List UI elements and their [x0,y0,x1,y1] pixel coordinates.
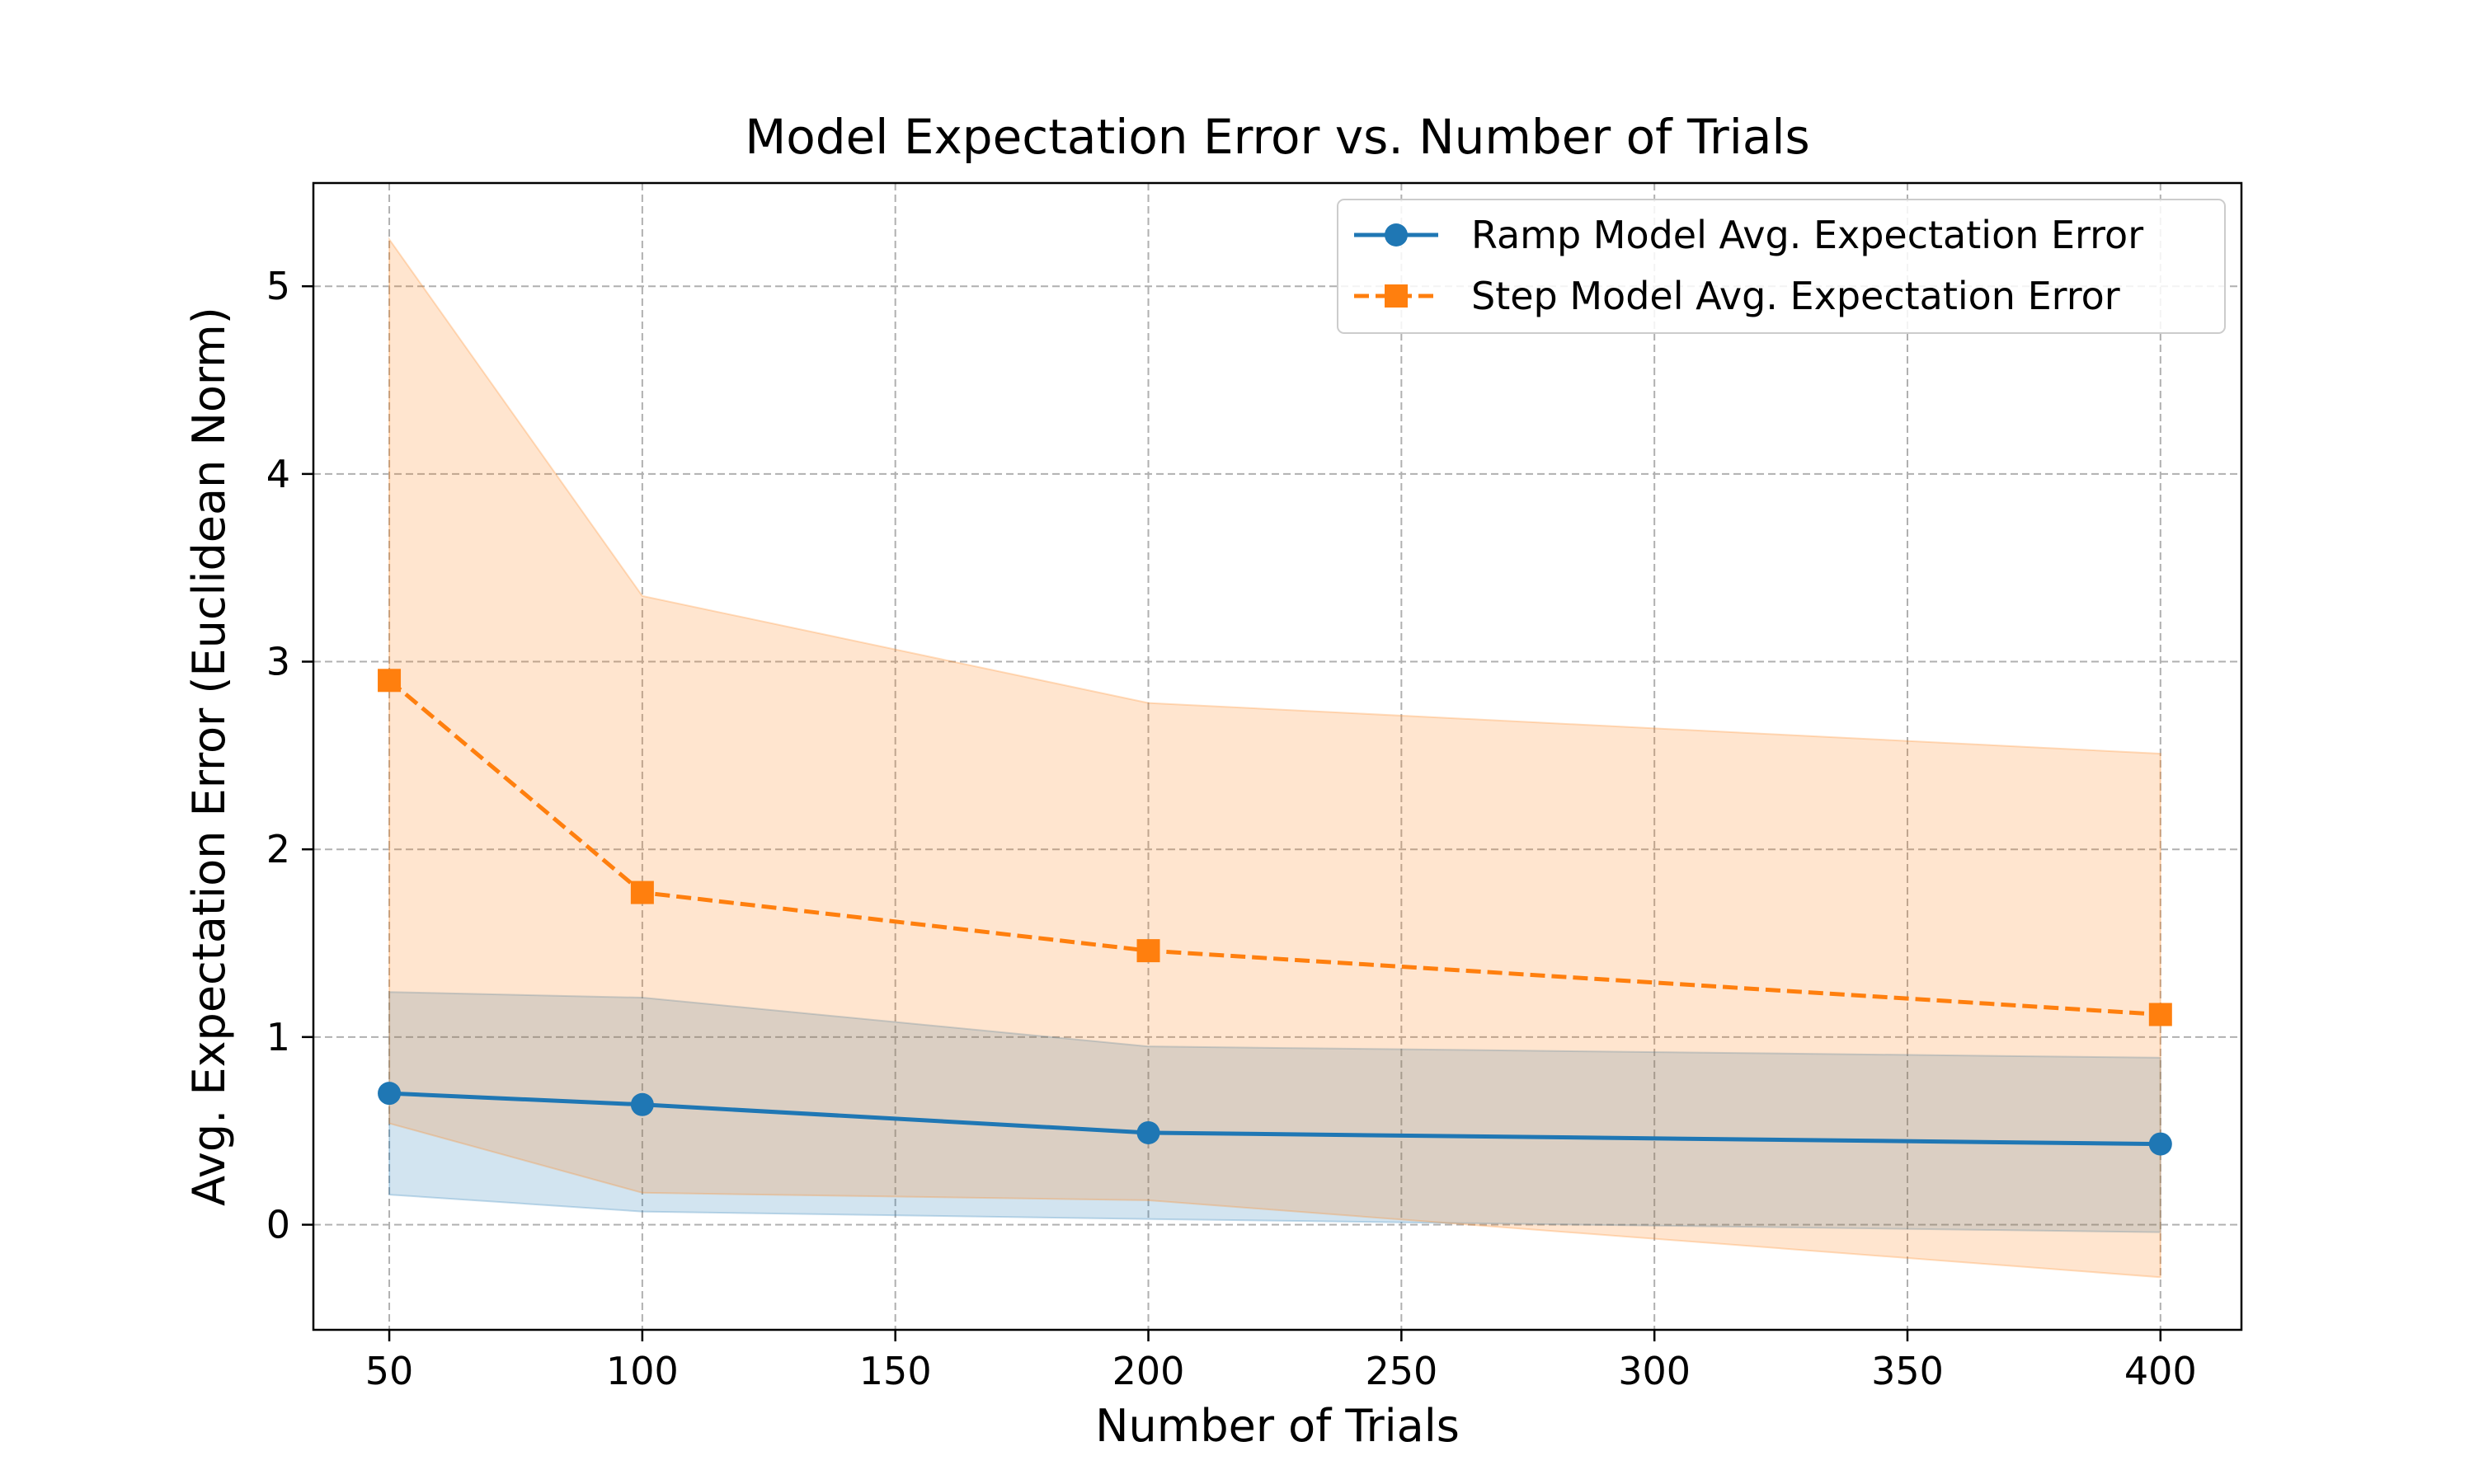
legend-label-series-1: Ramp Model Avg. Expectation Error [1471,213,2143,257]
marker-series-1 [630,1092,654,1116]
x-tick-label: 100 [606,1349,679,1393]
x-tick-label: 250 [1365,1349,1437,1393]
marker-series-2 [630,881,654,904]
marker-series-2 [378,669,402,693]
marker-series-2 [2148,1003,2172,1026]
chart-title: Model Expectation Error vs. Number of Tr… [745,109,1810,165]
marker-series-1 [2148,1132,2172,1156]
y-tick-label: 3 [266,640,290,684]
x-tick-label: 150 [859,1349,932,1393]
x-axis-label: Number of Trials [1095,1400,1460,1452]
y-axis-label: Avg. Expectation Error (Euclidean Norm) [183,307,235,1206]
legend-box [1337,199,2226,334]
x-tick-label: 200 [1112,1349,1185,1393]
y-tick-label: 5 [266,264,290,308]
legend-marker-series-1 [1385,223,1408,247]
series-lines [388,679,2161,1147]
x-tick-label: 400 [2124,1349,2197,1393]
band-series-1 [388,991,2161,1233]
x-axis-ticks: 50 100 150 200 250 300 350 400 [365,1330,2197,1393]
line-series-1 [388,1091,2161,1147]
legend: Ramp Model Avg. Expectation Error Step Mo… [1337,199,2226,334]
marker-series-1 [1136,1120,1160,1144]
marker-series-1 [378,1082,402,1106]
y-tick-label: 1 [266,1015,290,1059]
band-series-2 [388,237,2161,1279]
legend-label-series-2: Step Model Avg. Expectation Error [1471,274,2120,318]
x-tick-label: 300 [1618,1349,1691,1393]
grid [313,183,2241,1330]
confidence-bands [388,237,2161,1279]
line-series-2 [388,679,2161,1017]
y-tick-label: 0 [266,1203,290,1247]
x-tick-label: 50 [365,1349,414,1393]
y-tick-label: 4 [266,452,290,496]
plot-frame [312,181,2243,1331]
series-markers [378,669,2172,1156]
y-tick-label: 2 [266,827,290,871]
legend-marker-series-2 [1385,284,1408,308]
marker-series-2 [1136,939,1160,963]
y-axis-ticks: 0 1 2 3 4 5 [266,264,313,1247]
x-tick-label: 350 [1871,1349,1944,1393]
